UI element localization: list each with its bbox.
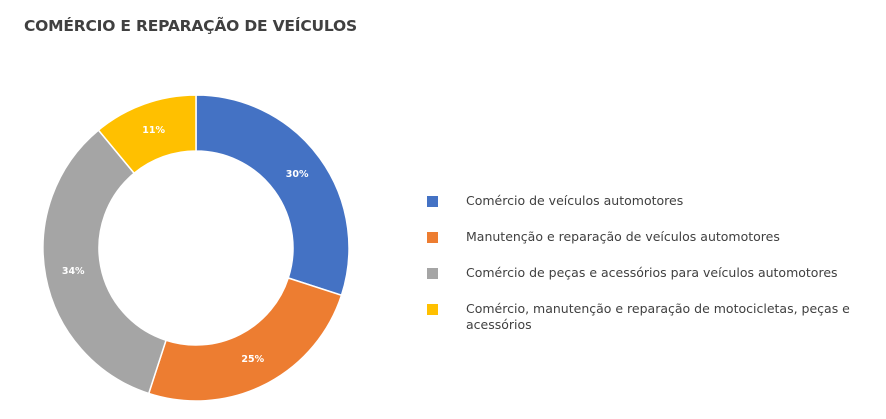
- donut-slice-3: [42, 129, 167, 395]
- chart-title: COMÉRCIO E REPARAÇÃO DE VEÍCULOS: [24, 17, 357, 35]
- legend-label-1: Comércio de veículos automotores: [466, 193, 684, 208]
- donut-slice-2: [147, 277, 343, 402]
- slice-value-label-4: 11%: [142, 125, 165, 136]
- legend-item-1: Comércio de veículos automotores: [427, 193, 877, 209]
- legend-swatch-3: [427, 268, 438, 279]
- legend-item-2: Manutenção e reparação de veículos autom…: [427, 229, 877, 245]
- legend-item-3: Comércio de peças e acessórios para veíc…: [427, 265, 877, 281]
- donut-chart: 30% 25% 34% 11%: [42, 94, 350, 402]
- legend-swatch-4: [427, 304, 438, 315]
- legend-swatch-2: [427, 232, 438, 243]
- donut-slice-1: [195, 94, 350, 297]
- legend-item-4: Comércio, manutenção e reparação de moto…: [427, 301, 877, 333]
- legend-label-2: Manutenção e reparação de veículos autom…: [466, 229, 780, 244]
- slice-value-label-3: 34%: [62, 266, 85, 277]
- legend-label-4: Comércio, manutenção e reparação de moto…: [466, 301, 850, 332]
- legend-swatch-1: [427, 196, 438, 207]
- chart-legend: Comércio de veículos automotores Manutenç…: [427, 193, 877, 353]
- legend-label-3: Comércio de peças e acessórios para veíc…: [466, 265, 838, 280]
- slice-value-label-1: 30%: [286, 169, 309, 180]
- slice-value-label-2: 25%: [241, 354, 264, 365]
- donut-slice-4: [97, 94, 197, 175]
